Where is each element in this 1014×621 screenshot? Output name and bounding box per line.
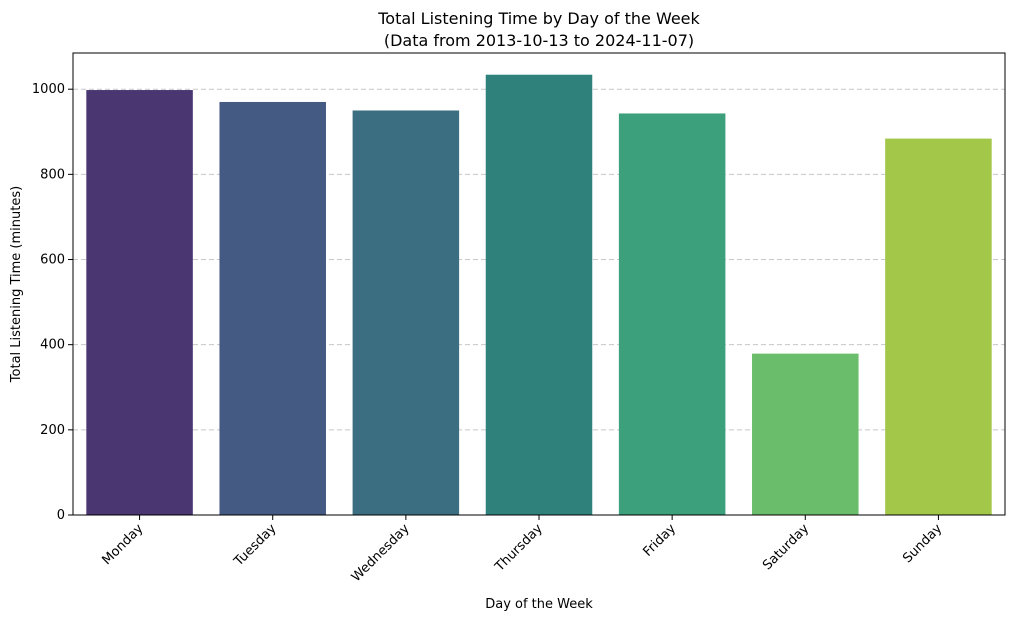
bar-friday [618, 113, 726, 516]
y-axis: 0 200 400 600 800 1000 [32, 82, 73, 523]
y-tick-label: 800 [40, 167, 65, 182]
x-tick-label: Sunday [900, 521, 945, 566]
x-tick-label: Friday [641, 521, 680, 560]
x-tick-label: Saturday [760, 521, 812, 573]
x-tick-label: Wednesday [349, 521, 413, 585]
bar-monday [86, 90, 193, 515]
x-axis-label: Day of the Week [485, 597, 593, 612]
chart-title: Total Listening Time by Day of the Week [377, 9, 700, 28]
bar-tuesday [219, 101, 326, 515]
x-tick-label: Tuesday [231, 521, 280, 570]
bar-wednesday [352, 110, 460, 515]
y-tick-label: 400 [40, 338, 65, 353]
x-tick-label: Thursday [492, 521, 546, 575]
y-tick-label: 1000 [32, 82, 65, 97]
x-tick-label: Monday [99, 521, 146, 568]
y-tick-label: 0 [57, 508, 65, 523]
x-axis: Monday Tuesday Wednesday Thursday Friday Satu… [99, 515, 945, 585]
y-tick-label: 600 [40, 253, 65, 268]
bars-group [86, 74, 992, 516]
bar-thursday [485, 74, 593, 515]
y-axis-label: Total Listening Time (minutes) [9, 186, 24, 383]
chart-subtitle: (Data from 2013-10-13 to 2024-11-07) [384, 31, 694, 50]
y-tick-label: 200 [40, 423, 65, 438]
bar-sunday [885, 138, 992, 515]
bar-saturday [752, 353, 859, 515]
